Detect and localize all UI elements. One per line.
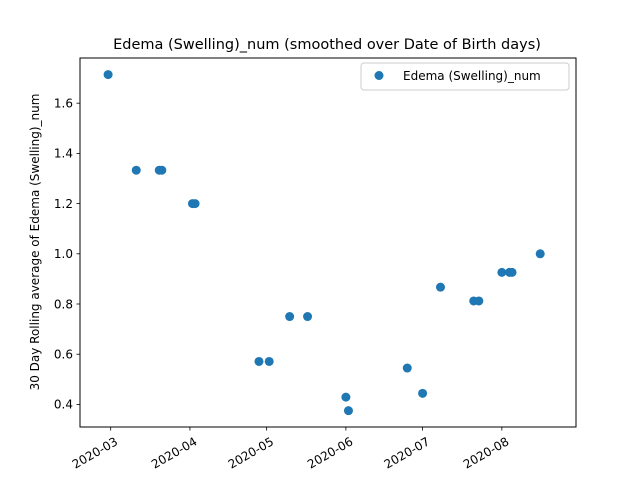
data-point bbox=[418, 388, 428, 398]
y-tick-label: 1.2 bbox=[54, 197, 73, 211]
chart-title: Edema (Swelling)_num (smoothed over Date… bbox=[113, 37, 541, 53]
y-tick-label: 1.4 bbox=[54, 147, 73, 161]
x-tick-label: 2020-04 bbox=[149, 434, 199, 471]
data-point bbox=[303, 312, 313, 322]
x-tick-label: 2020-03 bbox=[70, 434, 120, 471]
y-axis-label: 30 Day Rolling average of Edema (Swellin… bbox=[28, 94, 42, 391]
data-point bbox=[131, 165, 141, 175]
x-tick-label: 2020-08 bbox=[461, 434, 511, 471]
y-tick-label: 1.0 bbox=[54, 247, 73, 261]
legend: Edema (Swelling)_num bbox=[360, 62, 570, 91]
x-axis-ticks: 2020-03 2020-04 2020-05 2020-06 2020-07 2020-… bbox=[70, 427, 511, 472]
y-tick-label: 0.8 bbox=[54, 297, 73, 311]
y-tick-label: 1.6 bbox=[54, 96, 73, 110]
data-point bbox=[507, 267, 517, 277]
x-tick-label: 2020-07 bbox=[382, 434, 432, 471]
plot-area-frame bbox=[79, 57, 577, 428]
data-point bbox=[264, 356, 274, 366]
data-point bbox=[474, 296, 484, 306]
data-point bbox=[535, 249, 545, 259]
y-tick-label: 0.6 bbox=[54, 348, 73, 362]
data-points bbox=[103, 70, 545, 416]
x-tick-label: 2020-05 bbox=[226, 434, 276, 471]
data-point bbox=[435, 282, 445, 292]
data-point bbox=[190, 199, 200, 209]
y-axis-ticks: 0.4 0.6 0.8 1.0 1.2 1.4 1.6 bbox=[54, 96, 80, 412]
legend-label: Edema (Swelling)_num bbox=[403, 69, 541, 83]
legend-box bbox=[360, 62, 570, 91]
y-tick-label: 0.4 bbox=[54, 398, 73, 412]
data-point bbox=[157, 165, 167, 175]
data-point bbox=[402, 363, 412, 373]
data-point bbox=[343, 406, 353, 416]
data-point bbox=[341, 392, 351, 402]
data-point bbox=[497, 267, 507, 277]
data-point bbox=[254, 356, 264, 366]
data-point bbox=[285, 312, 295, 322]
legend-marker bbox=[374, 71, 384, 80]
x-tick-label: 2020-06 bbox=[305, 434, 355, 471]
data-point bbox=[103, 70, 113, 80]
